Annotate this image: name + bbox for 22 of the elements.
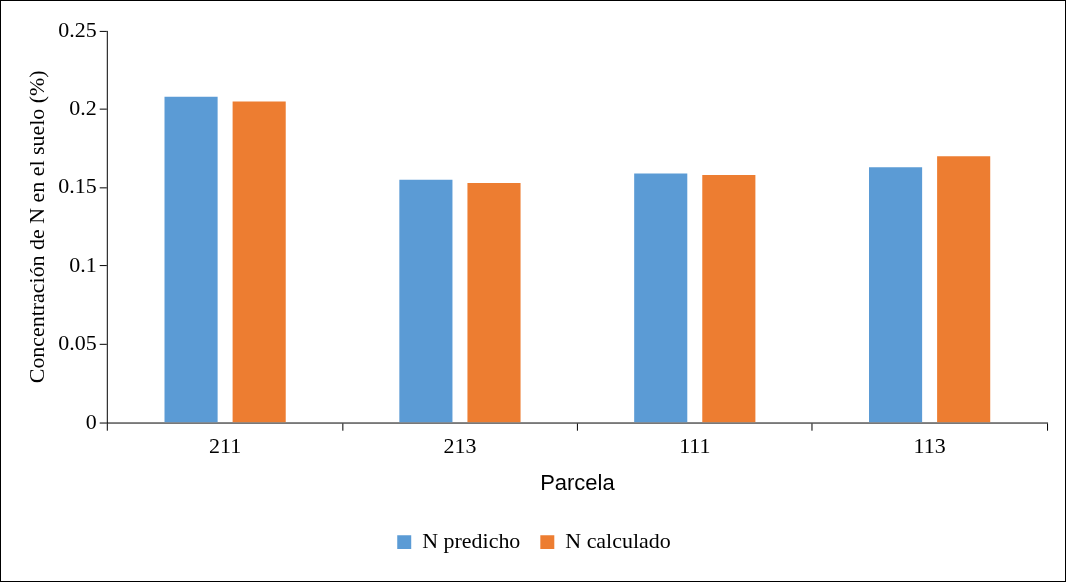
bar xyxy=(467,182,521,423)
y-tick-label: 0 xyxy=(85,408,97,434)
x-tick-label: 111 xyxy=(679,432,711,458)
bar xyxy=(399,179,453,423)
bar xyxy=(702,175,756,423)
x-tick-label: 213 xyxy=(443,432,477,458)
x-axis-title: Parcela xyxy=(540,470,616,496)
bar xyxy=(937,156,991,423)
legend-label: N predicho xyxy=(422,527,521,553)
legend-label: N calculado xyxy=(565,527,671,553)
y-axis-title: Concentración de N en el suelo (%) xyxy=(23,70,49,384)
y-tick-label: 0.2 xyxy=(69,95,97,121)
y-tick-label: 0.05 xyxy=(58,330,97,356)
bar xyxy=(164,96,218,423)
x-tick-label: 113 xyxy=(913,432,946,458)
y-tick-label: 0.15 xyxy=(58,173,97,199)
bar xyxy=(634,173,688,423)
bar xyxy=(869,167,923,423)
bar xyxy=(232,101,286,423)
y-tick-label: 0.25 xyxy=(58,16,97,42)
y-tick-label: 0.1 xyxy=(69,251,97,277)
x-tick-label: 211 xyxy=(209,432,242,458)
